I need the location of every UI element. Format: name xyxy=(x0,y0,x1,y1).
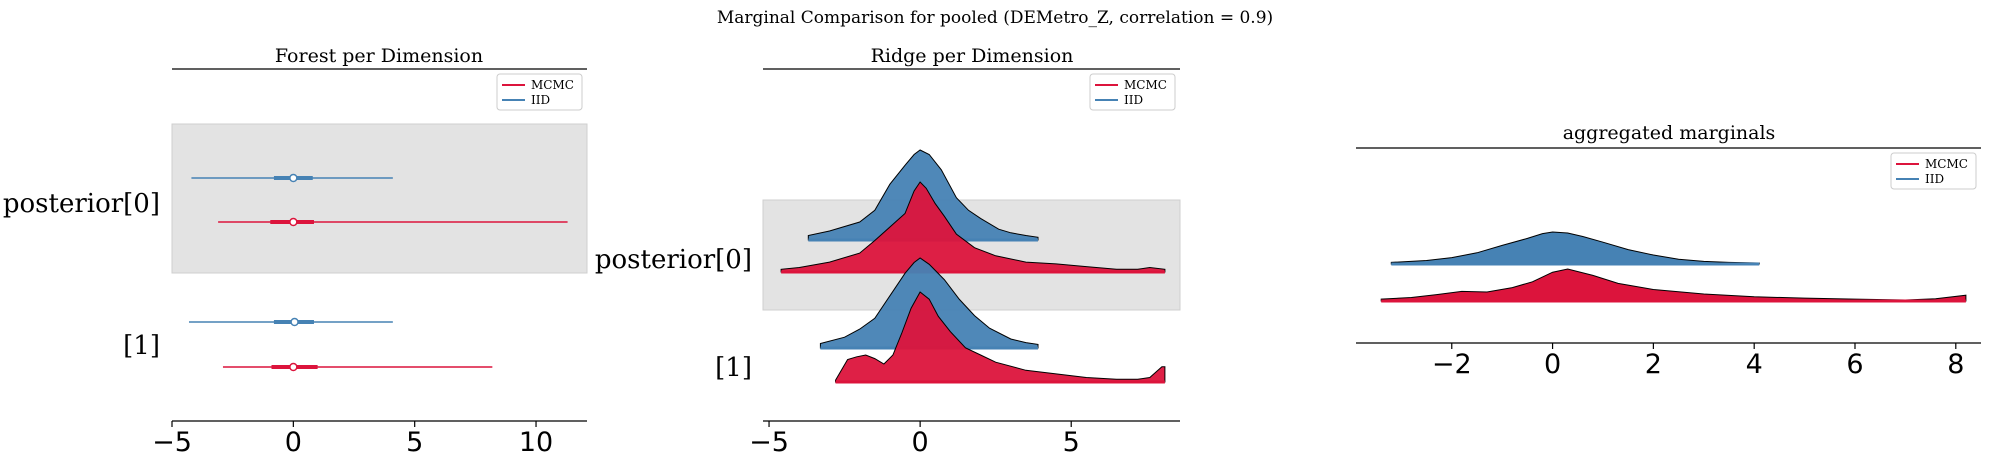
x-tick-label: 10 xyxy=(519,427,553,458)
x-tick-label: 0 xyxy=(285,427,302,458)
forest-panel-title: Forest per Dimension xyxy=(275,45,483,67)
legend-label-iid: IID xyxy=(1124,93,1143,107)
ridge-mcmc xyxy=(834,291,1166,383)
x-tick-label: 8 xyxy=(1947,349,1964,380)
x-tick-label: −5 xyxy=(749,427,789,458)
forest-median-iid xyxy=(290,317,299,327)
legend-label-mcmc: MCMC xyxy=(1124,78,1167,92)
x-tick-label: 5 xyxy=(406,427,423,458)
legend-label-mcmc: MCMC xyxy=(531,78,574,92)
forest-panel: Forest per Dimension posterior[0] [1] MCMC… xyxy=(3,45,588,458)
aggregated-panel-title: aggregated marginals xyxy=(1563,122,1776,144)
legend-label-iid: IID xyxy=(1925,172,1944,186)
x-tick-label: −2 xyxy=(1432,349,1472,380)
y-label: [1] xyxy=(715,353,752,383)
x-tick-label: 0 xyxy=(1544,349,1561,380)
x-tick-label: 6 xyxy=(1846,349,1863,380)
y-label: [1] xyxy=(123,331,160,361)
forest-median-iid xyxy=(289,173,298,183)
ridge-mcmc xyxy=(780,181,1166,273)
ridge-panel-title: Ridge per Dimension xyxy=(871,45,1074,67)
x-tick-label: 2 xyxy=(1645,349,1662,380)
x-tick-label: 0 xyxy=(912,427,929,458)
y-label: posterior[0] xyxy=(595,245,752,275)
row-band xyxy=(171,123,588,274)
forest-median-mcmc xyxy=(289,362,298,372)
legend-label-iid: IID xyxy=(531,93,550,107)
forest-median-mcmc xyxy=(289,217,298,227)
y-label: posterior[0] xyxy=(3,189,160,219)
x-tick-label: 5 xyxy=(1063,427,1080,458)
figure-suptitle: Marginal Comparison for pooled (DEMetro_… xyxy=(717,8,1273,28)
ridge-panel: Ridge per Dimension posterior[0] [1] MCMCI… xyxy=(595,45,1181,458)
x-tick-label: −5 xyxy=(152,427,192,458)
marginal-mcmc xyxy=(1380,268,1967,302)
legend-label-mcmc: MCMC xyxy=(1925,157,1968,171)
x-tick-label: 4 xyxy=(1746,349,1763,380)
marginal-iid xyxy=(1390,231,1760,265)
